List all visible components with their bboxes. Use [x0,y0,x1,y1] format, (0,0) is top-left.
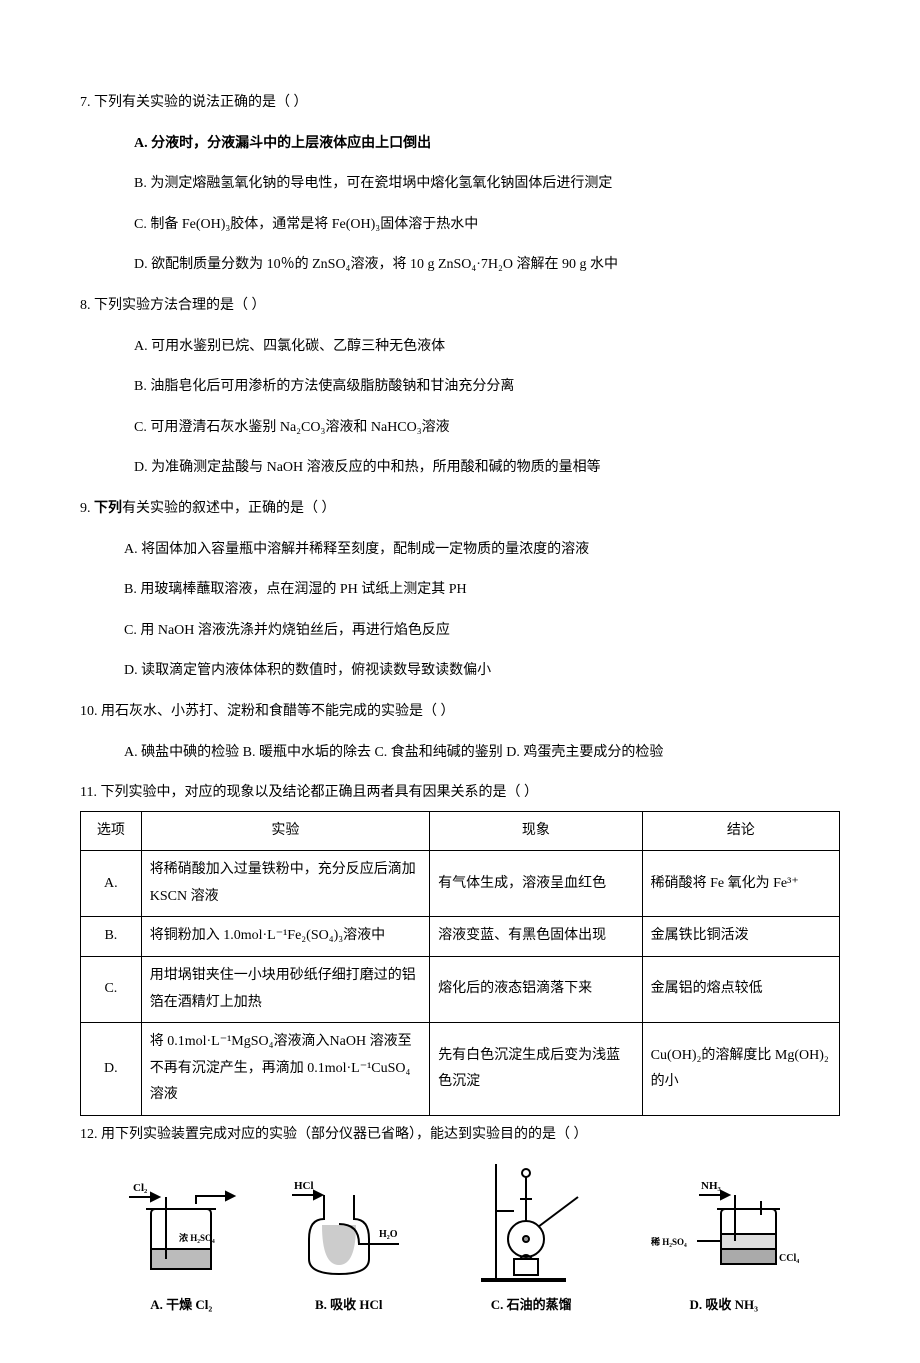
cell-phen: 有气体生成，溶液呈血红色 [430,851,643,917]
q9-opt-c: C. 用 NaOH 溶液洗涤并灼烧铂丝后，再进行焰色反应 [80,618,840,645]
cell-opt: B. [81,917,142,957]
apparatus-d-icon: NH₃ 稀 H₂SO₄ CCl₄ [649,1179,799,1289]
cell-conc: 稀硝酸将 Fe 氧化为 Fe³⁺ [642,851,839,917]
q12-fig-c-caption: C. 石油的蒸馏 [491,1293,572,1318]
cell-exp: 将稀硝酸加入过量铁粉中，充分反应后滴加 KSCN 溶液 [141,851,429,917]
q8-opt-a: A. 可用水鉴别已烷、四氯化碳、乙醇三种无色液体 [80,334,840,361]
question-7: 7. 下列有关实验的说法正确的是（ ） A. 分液时，分液漏斗中的上层液体应由上… [80,90,840,279]
q11-table: 选项 实验 现象 结论 A. 将稀硝酸加入过量铁粉中，充分反应后滴加 KSCN … [80,811,840,1116]
q8-stem: 8. 下列实验方法合理的是（ ） [80,293,840,320]
table-row: A. 将稀硝酸加入过量铁粉中，充分反应后滴加 KSCN 溶液 有气体生成，溶液呈… [81,851,840,917]
apparatus-b-icon: HCl H₂O [284,1179,414,1289]
svg-text:Cl₂: Cl₂ [133,1182,148,1194]
q12-fig-c: C. 石油的蒸馏 [456,1159,606,1318]
q12-fig-d: NH₃ 稀 H₂SO₄ CCl₄ D. 吸收 NH₃ [649,1179,799,1318]
question-10: 10. 用石灰水、小苏打、淀粉和食醋等不能完成的实验是（ ） A. 碘盐中碘的检… [80,699,840,766]
cell-exp: 用坩埚钳夹住一小块用砂纸仔细打磨过的铝箔在酒精灯上加热 [141,957,429,1023]
q8-opt-d: D. 为准确测定盐酸与 NaOH 溶液反应的中和热，所用酸和碱的物质的量相等 [80,455,840,482]
exam-page: 7. 下列有关实验的说法正确的是（ ） A. 分液时，分液漏斗中的上层液体应由上… [0,0,920,1363]
table-row: D. 将 0.1mol·L⁻¹MgSO₄溶液滴入NaOH 溶液至不再有沉淀产生，… [81,1023,840,1116]
svg-text:NH₃: NH₃ [701,1180,722,1192]
table-row: C. 用坩埚钳夹住一小块用砂纸仔细打磨过的铝箔在酒精灯上加热 熔化后的液态铝滴落… [81,957,840,1023]
q12-fig-b-caption: B. 吸收 HCl [315,1293,383,1318]
apparatus-c-icon [456,1159,606,1289]
question-8: 8. 下列实验方法合理的是（ ） A. 可用水鉴别已烷、四氯化碳、乙醇三种无色液… [80,293,840,482]
apparatus-a-icon: Cl₂ 浓 H₂SO₄ [121,1179,241,1289]
q9-opt-a: A. 将固体加入容量瓶中溶解并稀释至刻度，配制成一定物质的量浓度的溶液 [80,537,840,564]
svg-text:H₂O: H₂O [379,1229,398,1240]
q11-col-exp: 实验 [141,811,429,851]
q11-header-row: 选项 实验 现象 结论 [81,811,840,851]
q9-stem-post: 有关实验的叙述中，正确的是（ ） [122,501,336,516]
svg-text:CCl₄: CCl₄ [779,1253,799,1264]
cell-conc: 金属铁比铜活泼 [642,917,839,957]
svg-text:HCl: HCl [294,1180,314,1192]
cell-conc: 金属铝的熔点较低 [642,957,839,1023]
q12-fig-b: HCl H₂O B. 吸收 HCl [284,1179,414,1318]
question-11: 11. 下列实验中，对应的现象以及结论都正确且两者具有因果关系的是（ ） 选项 … [80,780,840,1116]
q11-stem: 11. 下列实验中，对应的现象以及结论都正确且两者具有因果关系的是（ ） [80,780,840,807]
q7-stem: 7. 下列有关实验的说法正确的是（ ） [80,90,840,117]
q9-opt-b: B. 用玻璃棒蘸取溶液，点在润湿的 PH 试纸上测定其 PH [80,577,840,604]
q7-opt-a: A. 分液时，分液漏斗中的上层液体应由上口倒出 [80,131,840,158]
cell-phen: 熔化后的液态铝滴落下来 [430,957,643,1023]
q12-figure-row: Cl₂ 浓 H₂SO₄ A. 干燥 Cl₂ HCl [80,1159,840,1318]
table-row: B. 将铜粉加入 1.0mol·L⁻¹Fe₂(SO₄)₃溶液中 溶液变蓝、有黑色… [81,917,840,957]
q7-opt-b: B. 为测定熔融氢氧化钠的导电性，可在瓷坩埚中熔化氢氧化钠固体后进行测定 [80,171,840,198]
question-12: 12. 用下列实验装置完成对应的实验（部分仪器已省略），能达到实验目的的是（ ）… [80,1122,840,1317]
q9-opt-d: D. 读取滴定管内液体体积的数值时，俯视读数导致读数偏小 [80,658,840,685]
q12-fig-a-caption: A. 干燥 Cl₂ [150,1293,212,1318]
cell-exp: 将 0.1mol·L⁻¹MgSO₄溶液滴入NaOH 溶液至不再有沉淀产生，再滴加… [141,1023,429,1116]
q9-stem-bold: 下列 [94,501,122,516]
cell-phen: 先有白色沉淀生成后变为浅蓝色沉淀 [430,1023,643,1116]
svg-text:浓 H₂SO₄: 浓 H₂SO₄ [179,1232,215,1243]
q7-opt-c: C. 制备 Fe(OH)₃胶体，通常是将 Fe(OH)₃固体溶于热水中 [80,212,840,239]
q7-opt-d: D. 欲配制质量分数为 10％的 ZnSO₄溶液，将 10 g ZnSO₄·7H… [80,252,840,279]
q9-stem-pre: 9. [80,501,94,516]
q12-fig-d-caption: D. 吸收 NH₃ [689,1293,758,1318]
q12-stem: 12. 用下列实验装置完成对应的实验（部分仪器已省略），能达到实验目的的是（ ） [80,1122,840,1149]
q11-col-opt: 选项 [81,811,142,851]
cell-phen: 溶液变蓝、有黑色固体出现 [430,917,643,957]
cell-opt: A. [81,851,142,917]
svg-text:稀 H₂SO₄: 稀 H₂SO₄ [651,1236,687,1247]
cell-exp: 将铜粉加入 1.0mol·L⁻¹Fe₂(SO₄)₃溶液中 [141,917,429,957]
q8-opt-b: B. 油脂皂化后可用渗析的方法使高级脂肪酸钠和甘油充分分离 [80,374,840,401]
q8-opt-c: C. 可用澄清石灰水鉴别 Na₂CO₃溶液和 NaHCO₃溶液 [80,415,840,442]
q12-fig-a: Cl₂ 浓 H₂SO₄ A. 干燥 Cl₂ [121,1179,241,1318]
cell-opt: D. [81,1023,142,1116]
q11-col-conc: 结论 [642,811,839,851]
cell-opt: C. [81,957,142,1023]
q10-opts: A. 碘盐中碘的检验 B. 暖瓶中水垢的除去 C. 食盐和纯碱的鉴别 D. 鸡蛋… [80,740,840,767]
q11-col-phen: 现象 [430,811,643,851]
q10-stem: 10. 用石灰水、小苏打、淀粉和食醋等不能完成的实验是（ ） [80,699,840,726]
cell-conc: Cu(OH)₂的溶解度比 Mg(OH)₂的小 [642,1023,839,1116]
q9-stem: 9. 下列有关实验的叙述中，正确的是（ ） [80,496,840,523]
question-9: 9. 下列有关实验的叙述中，正确的是（ ） A. 将固体加入容量瓶中溶解并稀释至… [80,496,840,685]
